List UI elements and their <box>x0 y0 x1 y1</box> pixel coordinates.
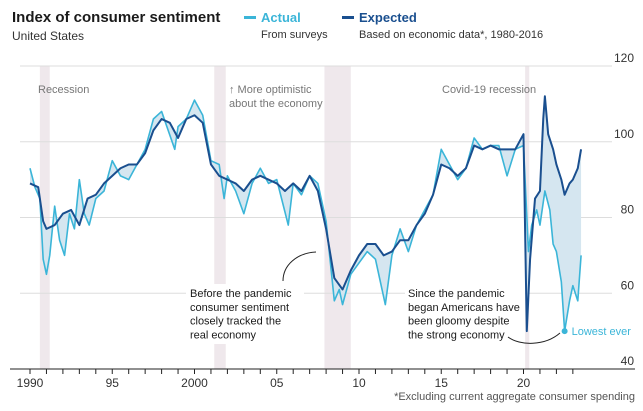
y-tick-label: 40 <box>621 354 635 368</box>
recession-label: Recession <box>38 84 89 96</box>
annotation-since-pandemic: Since the pandemic began Americans have be… <box>408 288 520 341</box>
legend-swatch-actual <box>244 16 256 20</box>
legend-label-actual: Actual <box>261 10 301 25</box>
y-tick-label: 100 <box>614 127 634 141</box>
annotation-line: Recession <box>38 84 89 96</box>
annotation-backing <box>405 284 525 344</box>
annotation-backing <box>186 284 304 344</box>
gap-fill <box>30 96 582 332</box>
x-tick-label: 15 <box>435 376 449 390</box>
x-tick-label: 10 <box>352 376 366 390</box>
y-tick-label: 60 <box>621 278 635 292</box>
annotation-line: Lowest ever <box>572 326 632 338</box>
annotations: Recession Covid-19 recession ↑ More optimi… <box>38 84 631 344</box>
chart-title: Index of consumer sentiment <box>12 9 221 26</box>
annotation-connector <box>282 251 317 282</box>
x-tick-label: 05 <box>270 376 284 390</box>
legend-desc-actual: From surveys <box>261 29 328 41</box>
annotation-lowest-ever: Lowest ever <box>572 326 632 338</box>
annotation-line: Before the pandemic <box>190 288 292 300</box>
x-tick-label: 2000 <box>181 376 208 390</box>
annotation-line: real economy <box>190 329 257 341</box>
annotation-line: the strong economy <box>408 329 505 341</box>
legend-swatch-expected <box>342 16 354 20</box>
y-tick-label: 80 <box>621 203 635 217</box>
annotation-line: consumer sentiment <box>190 302 289 314</box>
annotation-line: ↑ More optimistic <box>229 84 312 96</box>
x-tick-label: 1990 <box>17 376 44 390</box>
annotation-more-optimistic: ↑ More optimistic about the economy <box>229 84 323 110</box>
legend-item-expected: Expected Based on economic data*, 1980-2… <box>342 9 543 41</box>
legend-item-actual: Actual From surveys <box>244 9 328 41</box>
gridlines: 40 60 80 100 120 <box>20 51 634 368</box>
annotation-line: Covid-19 recession <box>442 84 536 96</box>
series-line-expected <box>29 95 583 333</box>
annotation-before-pandemic: Before the pandemic consumer sentiment clo… <box>190 288 292 341</box>
chart-subtitle: United States <box>12 29 85 43</box>
gap-area <box>30 96 582 332</box>
x-tick-label: 20 <box>517 376 531 390</box>
x-axis: 1990 95 2000 05 10 15 20 <box>10 368 635 390</box>
annotation-line: about the economy <box>229 98 323 110</box>
legend-label-expected: Expected <box>359 10 417 25</box>
annotation-line: been gloomy despite <box>408 316 510 328</box>
y-tick-label: 120 <box>614 51 634 65</box>
annotation-line: Since the pandemic <box>408 288 505 300</box>
annotation-connector <box>507 332 561 344</box>
annotation-line: began Americans have <box>408 302 520 314</box>
legend-desc-expected: Based on economic data*, 1980-2016 <box>359 29 544 41</box>
annotation-line: closely tracked the <box>190 316 281 328</box>
series-lines <box>29 95 583 333</box>
x-tick-label: 95 <box>106 376 120 390</box>
covid-recession-label: Covid-19 recession <box>442 84 536 96</box>
lowest-ever-dot <box>561 328 568 335</box>
footnote: *Excluding current aggregate consumer sp… <box>394 391 635 403</box>
